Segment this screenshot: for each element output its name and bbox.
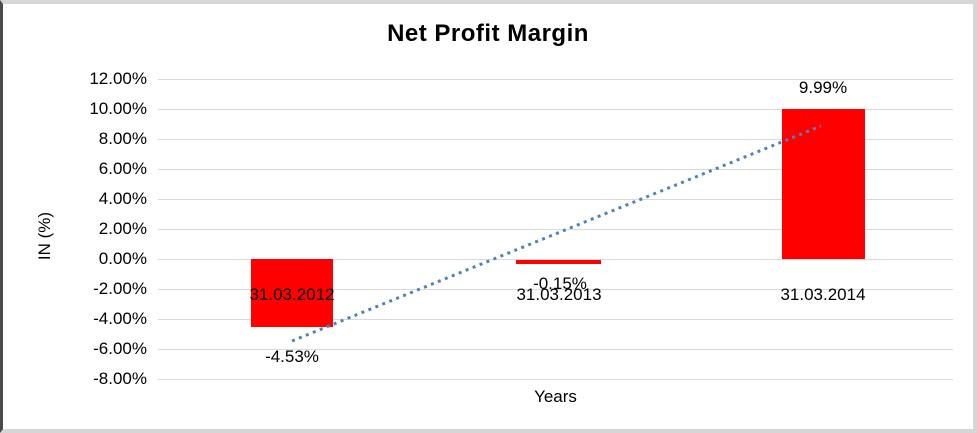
y-tick-label: -2.00% [93,279,147,298]
chart-title: Net Profit Margin [387,20,589,47]
gridline [158,349,953,350]
gridline [158,79,953,80]
y-tick-label: -6.00% [93,339,147,358]
y-tick-label: 12.00% [89,69,147,88]
data-label-2014: 9.99% [798,78,848,97]
x-tick-label-2014: 31.03.2014 [780,285,866,304]
x-axis-title: Years [534,387,577,406]
bar-2014 [782,109,865,259]
y-axis-title: IN (%) [35,211,54,261]
bar-2013 [516,260,601,264]
y-tick-label: 6.00% [98,159,147,178]
y-tick-label: 10.00% [89,99,147,118]
y-tick-label: 4.00% [98,189,147,208]
y-tick-label: 0.00% [98,249,147,268]
gridline [158,379,953,380]
x-tick-label-2012: 31.03.2012 [249,285,335,304]
data-label-2012: -4.53% [265,347,319,366]
y-tick-label: 2.00% [98,219,147,238]
gridline [158,109,953,110]
data-label-2013: -0.15% [533,274,587,293]
y-tick-label: -4.00% [93,309,147,328]
x-tick-label-2013: 31.03.2013 [516,285,602,304]
y-tick-label: -8.00% [93,369,147,388]
y-tick-label: 8.00% [98,129,147,148]
